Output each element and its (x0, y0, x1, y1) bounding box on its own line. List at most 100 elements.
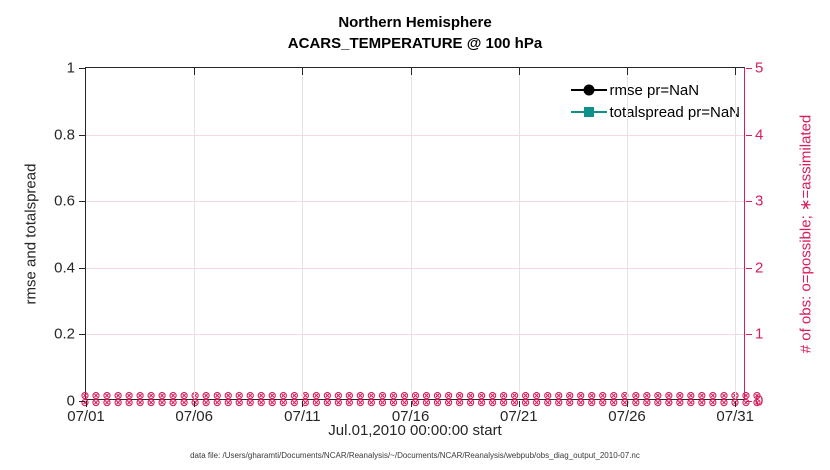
obs-count-marker-icon: ⊗ (631, 390, 641, 402)
x-tick-label: 07/31 (716, 408, 754, 425)
obs-count-marker-icon: ⊗ (697, 397, 707, 409)
obs-count-marker-icon: ⊗ (201, 390, 211, 402)
legend-item-rmse: rmse pr=NaN (570, 79, 741, 101)
obs-count-marker-icon: ⊗ (91, 397, 101, 409)
obs-count-marker-icon: ⊗ (686, 397, 696, 409)
right-y-tick-label: 5 (755, 59, 764, 77)
right-y-tick (746, 334, 752, 336)
obs-count-marker-icon: ⊗ (179, 390, 189, 402)
obs-count-marker-icon: ⊗ (322, 397, 332, 409)
legend-line-rmse (570, 84, 607, 96)
x-axis-top-tick (194, 68, 196, 75)
obs-count-marker-icon: ⊗ (146, 390, 156, 402)
obs-count-marker-icon: ⊗ (289, 397, 299, 409)
x-axis-tick (302, 401, 304, 407)
x-tick-label: 07/16 (391, 408, 430, 425)
obs-count-marker-icon: ⊗ (477, 390, 487, 402)
obs-count-marker-icon: ⊗ (366, 390, 377, 402)
legend-line-totalspread (570, 107, 607, 117)
obs-count-marker-icon: ⊗ (344, 390, 354, 402)
obs-count-marker-icon: ⊗ (146, 397, 156, 409)
x-axis-tick (627, 401, 628, 407)
obs-count-marker-icon: ⊗ (576, 390, 586, 402)
obs-count-marker-icon: ⊗ (91, 390, 101, 402)
obs-count-marker-icon: ⊗ (278, 390, 288, 402)
obs-count-marker-icon: ⊗ (267, 390, 277, 402)
obs-count-marker-icon: ⊗ (565, 390, 575, 402)
vertical-gridline (735, 68, 737, 399)
x-tick-label: 07/06 (175, 408, 213, 425)
obs-count-marker-icon: ⊗ (179, 397, 189, 409)
left-y-tick (79, 401, 85, 402)
x-tick-label: 07/26 (608, 408, 646, 425)
obs-count-marker-icon: ⊗ (465, 390, 476, 402)
right-y-tick (746, 401, 752, 402)
x-axis-tick (735, 401, 737, 407)
legend-label-rmse: rmse pr=NaN (609, 81, 700, 99)
obs-marker-row: ⊗ ⊗ ⊗ ⊗ ⊗ ⊗ ⊗ ⊗ ⊗ ⊗ ⊗ ⊗ ⊗ ⊗ ⊗ ⊗ ⊗ ⊗ ⊗ ⊗ ⊗ ⊗ ⊗ ⊗ ⊗ ⊗ ⊗ ⊗ ⊗ ⊗ ⊗ ⊗ ⊗ ⊗ ⊗ ⊗ ⊗ ⊗ ⊗ ⊗… (80, 390, 761, 402)
obs-count-marker-icon: ⊗ (410, 390, 421, 402)
left-y-tick (79, 267, 85, 269)
vertical-gridline (194, 68, 196, 399)
obs-count-marker-icon: ⊗ (421, 397, 432, 409)
obs-count-marker-icon: ⊗ (642, 397, 652, 409)
left-y-axis-label: rmse and totalspread (22, 163, 40, 305)
data-file-footnote: data file: /Users/gharamti/Documents/NCA… (190, 451, 640, 460)
right-y-tick-label: 2 (755, 259, 764, 277)
obs-count-marker-icon: ⊗ (598, 397, 608, 409)
obs-count-marker-icon: ⊗ (719, 390, 729, 402)
obs-count-marker-icon: ⊗ (488, 390, 498, 402)
obs-count-marker-icon: ⊗ (377, 397, 388, 409)
obs-count-marker-icon: ⊗ (113, 390, 123, 402)
obs-count-marker-icon: ⊗ (102, 397, 112, 409)
title-line-2: ACARS_TEMPERATURE @ 100 hPa (287, 35, 543, 52)
obs-count-marker-icon: ⊗ (609, 397, 619, 409)
obs-count-marker-icon: ⊗ (399, 397, 410, 409)
obs-count-marker-icon: ⊗ (465, 397, 476, 409)
obs-count-marker-icon: ⊗ (355, 397, 365, 409)
obs-count-marker-icon: ⊗ (113, 397, 123, 409)
legend: rmse pr=NaN totalspread pr=NaN (570, 79, 741, 123)
x-axis-top-tick (518, 68, 520, 75)
obs-count-marker-icon: ⊗ (554, 397, 564, 409)
title-line-1: Northern Hemisphere (338, 14, 492, 31)
obs-count-marker-icon: ⊗ (708, 390, 718, 402)
obs-count-marker-icon: ⊗ (454, 390, 465, 402)
horizontal-gridline (86, 267, 744, 269)
obs-count-marker-icon: ⊗ (102, 390, 112, 402)
obs-count-marker-icon: ⊗ (642, 390, 652, 402)
x-axis-top-tick (302, 68, 304, 75)
obs-count-marker-icon: ⊗ (432, 390, 443, 402)
x-axis-top-tick (410, 68, 412, 75)
right-y-tick (746, 68, 752, 69)
obs-marker-row: ⊗ ⊗ ⊗ ⊗ ⊗ ⊗ ⊗ ⊗ ⊗ ⊗ ⊗ ⊗ ⊗ ⊗ ⊗ ⊗ ⊗ ⊗ ⊗ ⊗ ⊗ ⊗ ⊗ ⊗ ⊗ ⊗ ⊗ ⊗ ⊗ ⊗ ⊗ ⊗ ⊗ ⊗ ⊗ ⊗ ⊗ ⊗ ⊗ ⊗… (80, 397, 761, 409)
obs-count-marker-icon: ⊗ (212, 397, 222, 409)
obs-count-marker-icon: ⊗ (477, 397, 487, 409)
horizontal-gridline (86, 334, 744, 336)
obs-count-marker-icon: ⊗ (454, 397, 465, 409)
obs-count-marker-icon: ⊗ (256, 397, 266, 409)
obs-count-marker-icon: ⊗ (609, 390, 619, 402)
obs-count-marker-icon: ⊗ (664, 397, 674, 409)
obs-count-marker-band: ⊗ ⊗ ⊗ ⊗ ⊗ ⊗ ⊗ ⊗ ⊗ ⊗ ⊗ ⊗ ⊗ ⊗ ⊗ ⊗ ⊗ ⊗ ⊗ ⊗ ⊗ ⊗ ⊗ ⊗ ⊗ ⊗ ⊗ ⊗ ⊗ ⊗ ⊗ ⊗ ⊗ ⊗ ⊗ ⊗ ⊗ ⊗ ⊗ ⊗… (80, 390, 761, 409)
obs-count-marker-icon: ⊗ (653, 397, 663, 409)
obs-count-marker-icon: ⊗ (289, 390, 299, 402)
horizontal-gridline (86, 134, 744, 136)
left-y-tick (79, 334, 85, 336)
right-y-tick-label: 4 (755, 126, 764, 144)
vertical-gridline (627, 68, 628, 399)
left-y-tick-label: 0.4 (54, 259, 75, 277)
right-y-tick (746, 201, 752, 203)
x-tick-label: 07/01 (67, 408, 105, 425)
obs-count-marker-icon: ⊗ (333, 390, 343, 402)
left-y-tick (79, 68, 85, 69)
obs-count-marker-icon: ⊗ (675, 397, 685, 409)
obs-count-marker-icon: ⊗ (201, 397, 211, 409)
obs-count-marker-icon: ⊗ (521, 390, 531, 402)
obs-count-marker-icon: ⊗ (443, 397, 454, 409)
obs-count-marker-icon: ⊗ (543, 390, 553, 402)
x-tick-label: 07/11 (284, 408, 321, 425)
obs-count-marker-icon: ⊗ (377, 390, 388, 402)
x-axis-top-tick (735, 68, 737, 75)
left-y-tick (79, 134, 85, 136)
